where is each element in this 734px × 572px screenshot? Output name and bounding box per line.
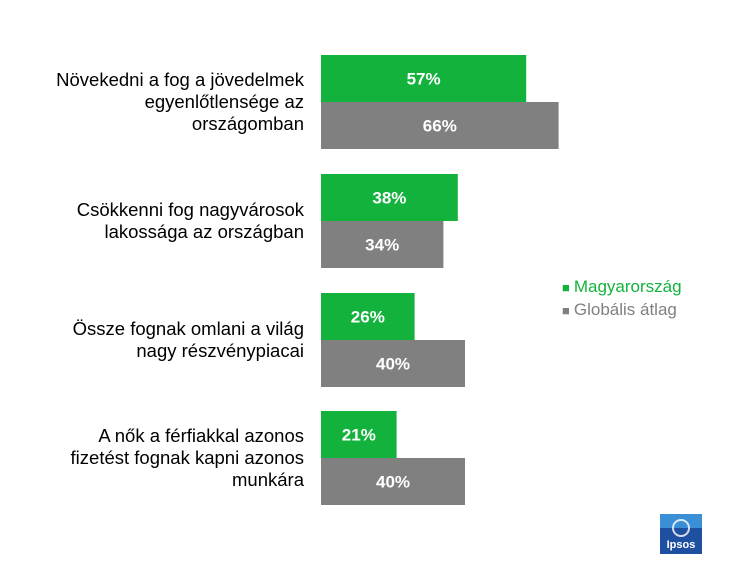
legend-marker-magyarorszag: ■ xyxy=(562,280,570,295)
data-label-magyarorszag-3: 26% xyxy=(351,308,385,327)
data-label-magyarorszag-2: 38% xyxy=(372,189,406,208)
category-label-line: Össze fognak omlani a világ xyxy=(72,318,304,339)
category-label-1: Növekedni a fog a jövedelmek egyenlőtlens… xyxy=(4,69,304,135)
bar-globalis-atlag-1 xyxy=(321,102,559,149)
bar-globalis-atlag-3 xyxy=(321,340,465,387)
legend-label-globalis-atlag: Globális átlag xyxy=(573,300,677,319)
data-label-globalis-atlag-1: 66% xyxy=(423,117,457,136)
data-label-globalis-atlag-2: 34% xyxy=(365,236,399,255)
legend-item-globalis-atlag: ■ Globális átlag xyxy=(562,299,682,322)
category-label-line: lakossága az országban xyxy=(104,221,304,242)
legend-label-magyarorszag: Magyarország xyxy=(573,277,682,296)
category-label-line: Csökkenni fog nagyvárosok xyxy=(76,199,304,220)
category-label-line: fizetést fognak kapni azonos xyxy=(70,447,304,468)
logo-text: Ipsos xyxy=(667,539,696,551)
legend-marker-globalis-atlag: ■ xyxy=(562,303,570,318)
category-label-line: nagy részvénypiacai xyxy=(136,340,304,361)
category-label-line: A nők a férfiakkal azonos xyxy=(98,425,304,446)
category-label-2: Csökkenni fog nagyvárosok lakossága az or… xyxy=(4,199,304,243)
category-label-line: egyenlőtlensége az xyxy=(144,91,304,112)
category-label-3: Össze fognak omlani a világ nagy részvény… xyxy=(4,318,304,362)
bar-magyarorszag-2 xyxy=(321,174,458,221)
legend-item-magyarorszag: ■ Magyarország xyxy=(562,276,682,299)
bar-magyarorszag-4 xyxy=(321,411,397,458)
data-label-magyarorszag-4: 21% xyxy=(342,426,376,445)
legend: ■ Magyarország ■ Globális átlag xyxy=(562,276,682,322)
data-label-globalis-atlag-4: 40% xyxy=(376,473,410,492)
category-label-4: A nők a férfiakkal azonos fizetést fognak… xyxy=(4,425,304,491)
data-label-magyarorszag-1: 57% xyxy=(407,70,441,89)
data-label-globalis-atlag-3: 40% xyxy=(376,355,410,374)
bar-globalis-atlag-4 xyxy=(321,458,465,505)
bar-magyarorszag-1 xyxy=(321,55,527,102)
category-label-line: munkára xyxy=(232,469,304,490)
ipsos-logo: Ipsos xyxy=(660,514,702,554)
bar-magyarorszag-3 xyxy=(321,293,415,340)
logo-circle xyxy=(672,519,690,537)
category-label-line: országomban xyxy=(191,113,304,134)
bar-globalis-atlag-2 xyxy=(321,221,444,268)
category-label-line: Növekedni a fog a jövedelmek xyxy=(56,69,304,90)
